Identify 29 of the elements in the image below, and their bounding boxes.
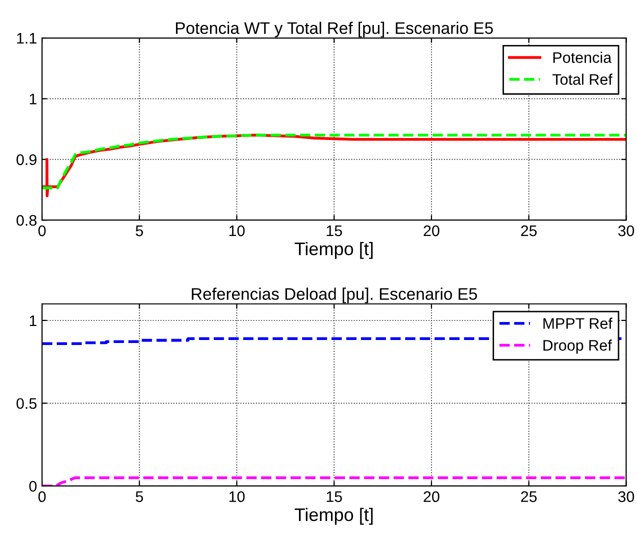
x-tick-label: 5 [136, 491, 144, 502]
x-tick-label: 20 [424, 491, 440, 502]
x-tick-label: 0 [38, 491, 46, 502]
chart-title: Referencias Deload [pu]. Escenario E5 [192, 288, 478, 304]
x-tick-label: 25 [521, 225, 537, 236]
y-tick-label: 1.1 [17, 33, 36, 44]
y-tick-label: 0 [29, 480, 37, 492]
legend-label: Droop Ref [543, 340, 612, 354]
y-tick-label: 1 [30, 94, 36, 104]
legend-label: Potencia [553, 52, 612, 63]
x-tick-label: 0 [38, 225, 46, 236]
x-axis-title: Tiempo [t] [294, 242, 373, 259]
legend-label: Total Ref [552, 74, 612, 85]
x-tick-label: 20 [424, 225, 440, 236]
y-tick-label: 0.9 [16, 154, 36, 166]
x-tick-label: 15 [326, 491, 342, 502]
y-tick-label: 1 [30, 315, 36, 326]
x-tick-label: 25 [521, 491, 537, 502]
x-tick-label: 30 [618, 225, 634, 236]
legend-label: MPPT Ref [543, 318, 612, 329]
y-tick-label: 0.8 [16, 214, 37, 226]
x-tick-label: 15 [326, 226, 342, 236]
x-tick-label: 10 [229, 491, 245, 502]
x-tick-label: 10 [229, 225, 245, 236]
x-tick-label: 30 [618, 491, 634, 502]
chart-title: Potencia WT y Total Ref [pu]. Escenario E5 [176, 22, 493, 38]
x-axis-title: Tiempo [t] [294, 508, 373, 525]
y-tick-label: 0.5 [16, 398, 37, 409]
x-tick-label: 5 [136, 226, 144, 236]
